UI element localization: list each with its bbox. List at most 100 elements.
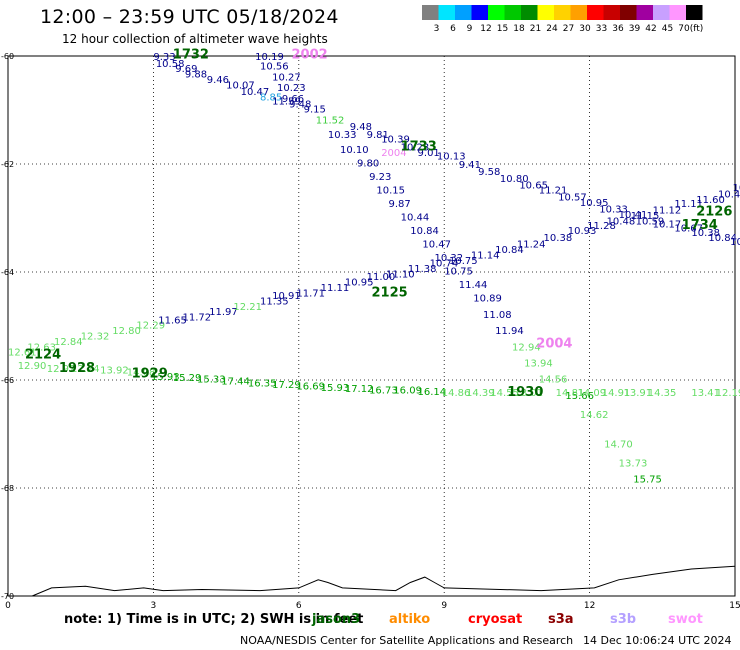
wave-height-value: 12.94 [512,342,541,353]
map-title: 12:00 – 23:59 UTC 05/18/2024 [40,6,339,28]
wave-height-value: 10.56 [260,62,289,73]
wave-height-value: 14.55 [490,388,519,399]
wave-height-value: 10.23 [401,143,430,154]
wave-height-value: 10.58 [156,59,185,70]
wave-height-value: 9.23 [369,172,391,183]
legend-swatch [686,5,703,20]
wave-height-value: 10.48 [607,216,636,227]
wave-height-value: 15.29 [173,373,202,384]
legend-swatch [488,5,505,20]
wave-height-value: 10.15 [376,186,405,197]
legend-label: 39 [629,24,641,34]
wave-height-value: 10.57 [558,193,587,204]
wave-height-value: 11.10 [386,269,415,280]
wave-height-value: 11.00 [367,272,396,283]
satellite-s3b: s3b [610,612,637,627]
wave-height-value: 11.52 [316,116,345,127]
wave-height-value: 10.95 [580,198,609,209]
satellite-swot: swot [668,612,703,627]
wave-height-value: 11.15 [631,211,660,222]
wave-height-value: 15.33 [197,375,226,386]
wave-height-value: 10.32 [435,253,464,264]
wave-height-value: 10.65 [519,180,548,191]
map-subtitle: 12 hour collection of altimeter wave hei… [62,32,328,46]
legend-label: 21 [530,24,541,34]
wave-height-value: 9.88 [185,70,207,81]
wave-height-value: 12.21 [233,302,262,313]
pass-id-label: 1929 [132,366,168,381]
pass-id-label: 1733 [401,140,437,155]
legend-label: 6 [450,24,456,34]
wave-height-value: 11.28 [587,221,616,232]
pass-id-label: 2124 [25,347,61,362]
coastline [32,565,736,597]
wave-height-value: 10.33 [328,130,357,141]
wave-height-value: 10.07 [226,80,255,91]
legend-swatch [669,5,686,20]
wave-height-value: 15.93 [151,372,180,383]
wave-height-value: 13.73 [619,458,648,469]
wave-height-value: 14.62 [580,410,609,421]
timestamp: 14 Dec 10:06:24 UTC 2024 [583,634,732,647]
wave-height-value: 12.61 [8,348,37,359]
wave-height-value: 12.32 [81,332,110,343]
wave-height-value: 12.63 [27,342,56,353]
legend-swatch [438,5,455,20]
wave-height-value: 10.23 [277,83,306,94]
legend-label: 24 [546,24,558,34]
wave-height-value: 10.74 [430,259,459,270]
credit-line: NOAA/NESDIS Center for Satellite Applica… [240,634,574,647]
satellite-s3a: s3a [548,612,574,627]
wave-height-value: 9.41 [459,160,481,171]
wave-height-value: 15.93 [321,383,350,394]
wave-height-value: 14.56 [539,375,568,386]
legend-swatch [554,5,571,20]
wave-height-value: 11.11 [674,199,703,210]
legend-label: 30 [579,24,591,34]
legend-swatch [455,5,472,20]
wave-height-value: 10.47 [241,87,270,98]
wave-height-value: 9.46 [207,75,229,86]
satellite-altiko: altiko [389,612,431,627]
wave-height-value: 14.39 [466,388,495,399]
wave-height-value: 10.75 [444,267,473,278]
wave-height-value: 11.35 [260,296,289,307]
wave-height-value: 11.24 [517,240,546,251]
wave-height-value: 10.17 [653,220,682,231]
pass-id-label: 1732 [173,48,209,63]
wave-height-value: 12.24 [71,364,100,375]
pass-id-label: 1930 [507,385,543,400]
wave-height-value: 10.67 [674,224,703,235]
wave-height-value: 11.08 [483,310,512,321]
legend-label: 3 [434,24,440,34]
wave-height-map: 0 3 6 9 12 15-60-62-64-66-68-709.3310.589.699… [1,48,740,611]
y-tick-label: -70 [1,592,14,601]
wave-height-value: 11.71 [296,288,325,299]
y-tick-label: -66 [1,376,14,385]
wave-height-value: 11.72 [182,313,211,324]
wave-height-value: 10.38 [544,233,573,244]
legend-swatch [587,5,604,20]
pass-id-label: 2002 [292,48,328,63]
wave-height-value: 14.91 [602,388,631,399]
wave-height-value: 9.48 [350,122,372,133]
x-tick-label: 12 [584,601,595,611]
wave-height-value: 15.66 [565,391,594,402]
wave-height-value: 10.27 [272,72,301,83]
wave-height-value: 16.69 [296,382,325,393]
wave-height-value: 10.95 [345,278,374,289]
wave-height-value: 9.69 [175,64,197,75]
wave-height-value: 11.94 [495,326,524,337]
legend-swatch [471,5,488,20]
wave-height-value: 9.58 [478,167,500,178]
wave-height-value: 9.80 [357,159,379,170]
legend-label: 33 [596,24,607,34]
wave-height-value: 10.59 [636,216,665,227]
wave-height-value: 14.81 [556,388,585,399]
wave-height-value: 8.85 [260,92,282,103]
pass-id-label: 2125 [372,285,408,300]
wave-height-value: 17.12 [345,384,374,395]
wave-height-value: 16.35 [248,378,277,389]
satellite-legend: jason3 altiko cryosat s3a s3b swot [0,612,740,632]
wave-height-value: 16.09 [393,386,422,397]
